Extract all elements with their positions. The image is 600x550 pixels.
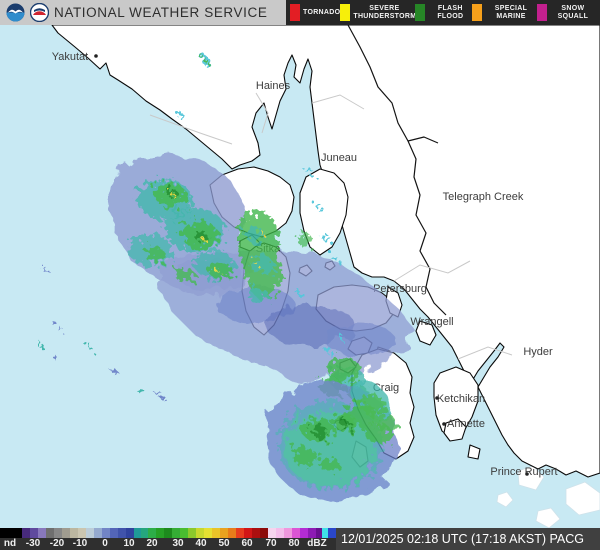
legend-label: SNOW SQUALL <box>557 4 589 20</box>
dbz-tick-30: 30 <box>172 538 184 549</box>
legend-label: SEVERE THUNDERSTORM <box>353 4 417 20</box>
nws-logo-icon <box>30 3 49 22</box>
city-label-haines: Haines <box>256 80 291 92</box>
dbz-tick-60: 60 <box>241 538 253 549</box>
legend-label: FLASH FLOOD <box>437 4 464 20</box>
city-label-hyder: Hyder <box>523 346 553 358</box>
radar-echo-layer <box>37 56 415 502</box>
legend-item-tornado: TORNADO <box>290 4 340 21</box>
snow-squall-color-swatch <box>536 4 547 21</box>
city-label-petersburg: Petersburg <box>373 283 427 295</box>
radar-scattered-specks <box>37 56 345 398</box>
radar-cell-south <box>265 379 397 502</box>
bottom-bar: nd -30 -20 -10 0 10 20 30 40 50 60 70 80 dBZ 12/01/20… <box>0 528 600 550</box>
header-bar: NATIONAL WEATHER SERVICE TORNADO SEVERE … <box>0 0 600 25</box>
city-marker-annette <box>442 422 446 426</box>
dbz-color-scale: nd -30 -20 -10 0 10 20 30 40 50 60 70 80 dBZ <box>0 528 336 550</box>
special-marine-color-swatch <box>472 4 483 21</box>
warning-legend: TORNADO SEVERE THUNDERSTORM FLASH FLOOD … <box>286 0 600 25</box>
severe-thunderstorm-color-swatch <box>340 4 351 21</box>
dbz-gradient-strip <box>0 528 336 538</box>
dbz-tick-10: 10 <box>123 538 135 549</box>
tornado-color-swatch <box>290 4 300 21</box>
nws-brand-link[interactable]: NATIONAL WEATHER SERVICE <box>0 0 286 25</box>
timestamp-text: 12/01/2025 02:18 UTC (17:18 AKST) PACG <box>341 532 584 546</box>
noaa-logo-icon <box>6 3 25 22</box>
city-label-prince-rupert: Prince Rupert <box>490 466 557 478</box>
flash-flood-color-swatch <box>415 4 426 21</box>
legend-label: TORNADO <box>303 8 341 16</box>
header-title: NATIONAL WEATHER SERVICE <box>54 5 268 20</box>
dbz-tick-dBZ: dBZ <box>307 538 327 549</box>
radar-cluster-northwest <box>108 153 250 297</box>
legend-item-special-marine: SPECIAL MARINE <box>472 4 537 21</box>
city-marker-ketchikan <box>435 396 439 400</box>
legend-item-severe-thunderstorm: SEVERE THUNDERSTORM <box>340 4 417 21</box>
dbz-tick-40: 40 <box>195 538 207 549</box>
dbz-tick-nd: nd <box>3 538 17 549</box>
dbz-tick-80: 80 <box>288 538 300 549</box>
dbz-tick-labels: nd -30 -20 -10 0 10 20 30 40 50 60 70 80 dBZ <box>0 538 336 550</box>
city-label-ketchikan: Ketchikan <box>437 393 485 405</box>
dbz-tick--10: -10 <box>72 538 88 549</box>
legend-item-flash-flood: FLASH FLOOD <box>415 4 472 21</box>
dbz-tick-0: 0 <box>102 538 108 549</box>
city-label-juneau: Juneau <box>321 152 357 164</box>
dbz-tick--20: -20 <box>49 538 65 549</box>
dbz-tick-20: 20 <box>146 538 158 549</box>
dbz-tick--30: -30 <box>25 538 41 549</box>
legend-item-snow-squall: SNOW SQUALL <box>536 4 596 21</box>
city-marker-yakutat <box>94 54 98 58</box>
political-borders <box>347 25 447 316</box>
city-label-wrangell: Wrangell <box>410 316 453 328</box>
city-label-yakutat: Yakutat <box>52 51 89 63</box>
dbz-tick-70: 70 <box>265 538 277 549</box>
dbz-tick-50: 50 <box>218 538 230 549</box>
city-label-annette: Annette <box>447 418 485 430</box>
city-marker-prince-rupert <box>525 472 529 476</box>
status-bar: 12/01/2025 02:18 UTC (17:18 AKST) PACG <box>336 528 600 550</box>
radar-cluster-sitka-coast <box>238 210 313 303</box>
city-label-telegraph-creek: Telegraph Creek <box>443 191 524 203</box>
legend-label: SPECIAL MARINE <box>494 4 528 20</box>
